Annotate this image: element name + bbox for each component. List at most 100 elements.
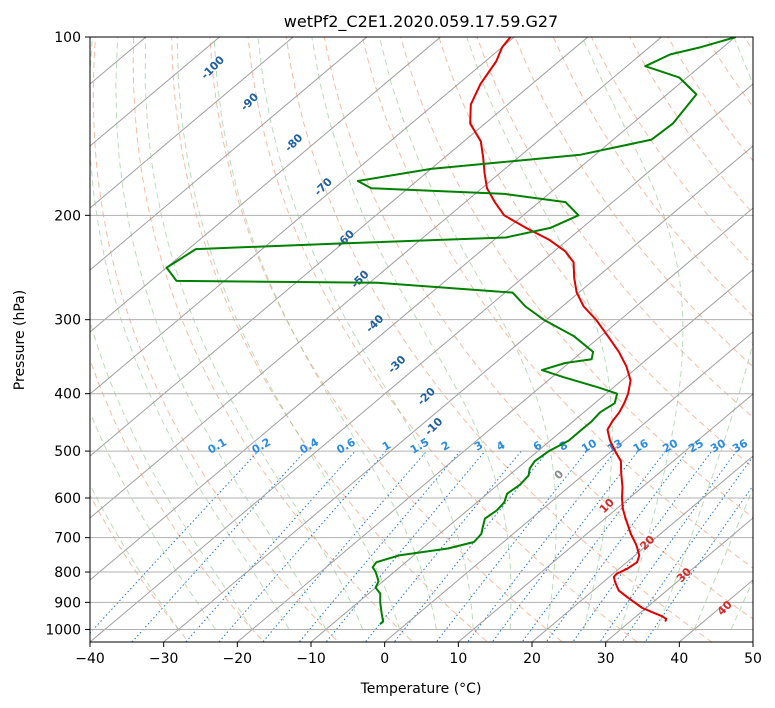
isotherm (162, 145, 753, 642)
mixing-ratio-label: 20 (660, 436, 680, 455)
moist-adiabat (90, 37, 290, 630)
dry-adiabat-label: -70 (312, 175, 335, 198)
isotherm (90, 37, 736, 581)
mixing-ratio-label: 0.6 (334, 435, 358, 456)
dry-adiabat-label: -10 (422, 415, 445, 438)
moist-adiabat (693, 487, 753, 630)
x-tick-label: 40 (670, 651, 688, 667)
x-tick-label: 10 (449, 651, 467, 667)
dry-adiabat-label: -20 (415, 385, 438, 408)
moist-adiabat (581, 37, 684, 630)
x-tick-label: −20 (223, 651, 253, 667)
isotherm (90, 37, 663, 519)
x-tick-label: −10 (296, 651, 326, 667)
moist-adiabat-label: 10 (597, 496, 617, 516)
isotherm (90, 37, 442, 333)
moist-adiabat (378, 37, 557, 630)
plot-frame (89, 36, 754, 643)
isotherm (457, 393, 753, 642)
dry-adiabat (90, 358, 265, 642)
dry-adiabat (705, 37, 753, 108)
dry-adiabat-label: -40 (363, 312, 386, 335)
x-tick-label: −30 (149, 651, 179, 667)
dry-adiabat-label: -90 (238, 90, 261, 113)
mixing-ratio-line (298, 450, 461, 642)
dry-adiabat (247, 37, 638, 642)
dry-adiabat (667, 37, 753, 162)
x-tick-label: −40 (75, 651, 105, 667)
isotherm (236, 207, 753, 642)
isotherm (90, 37, 221, 147)
moist-adiabat (115, 37, 327, 630)
mixing-ratio-line (325, 450, 486, 642)
temperature-profile-line (469, 37, 668, 622)
moist-adiabat (90, 483, 180, 630)
moist-adiabat (90, 410, 216, 630)
dry-adiabat-label: -50 (348, 268, 371, 291)
y-tick-label: 1000 (45, 622, 81, 638)
y-tick-label: 600 (54, 491, 81, 507)
isotherm (531, 455, 753, 642)
x-tick-label: 50 (744, 651, 762, 667)
moist-adiabat (730, 579, 753, 630)
isotherm (90, 37, 589, 457)
dry-adiabat (90, 494, 190, 642)
y-tick-label: 700 (54, 531, 81, 547)
y-axis-title: Pressure (hPa) (12, 290, 28, 390)
moist-adiabat-label: 40 (715, 598, 735, 618)
x-axis-title: Temperature (°C) (360, 681, 482, 697)
dry-adiabat (590, 37, 753, 267)
mixing-ratio-label: 16 (631, 436, 651, 455)
x-tick-label: 0 (380, 651, 389, 667)
dewpoint-profile-line (165, 37, 737, 625)
isotherm (90, 37, 294, 209)
dry-adiabat-label: -60 (334, 227, 357, 250)
dry-adiabat (400, 37, 753, 519)
mixing-ratio-line (521, 450, 666, 642)
moist-adiabat (144, 37, 364, 630)
moist-adiabat (213, 37, 437, 630)
mixing-ratio-label: 25 (686, 437, 706, 456)
dry-adiabat (743, 37, 753, 52)
y-tick-label: 900 (54, 595, 81, 611)
dry-adiabat (285, 37, 713, 642)
y-tick-label: 400 (54, 387, 81, 403)
moist-adiabat (466, 37, 613, 630)
moist-adiabat (311, 37, 512, 630)
dry-adiabat (209, 37, 564, 642)
moist-adiabat (90, 319, 253, 630)
mixing-ratio-line (131, 450, 306, 642)
mixing-ratio-label: 1.5 (408, 436, 431, 457)
x-tick-label: 20 (523, 651, 541, 667)
mixing-ratio-line (644, 484, 753, 642)
isotherm (90, 37, 368, 271)
chart-title: wetPf2_C2E1.2020.059.17.59.G27 (284, 12, 558, 32)
moist-adiabat-label: 20 (637, 533, 657, 553)
y-tick-label: 300 (54, 313, 81, 329)
dry-adiabat (476, 37, 753, 418)
dry-adiabat (362, 37, 753, 569)
y-tick-label: 100 (54, 30, 81, 46)
mixing-ratio-label: 10 (579, 436, 599, 455)
moist-adiabat (656, 37, 753, 630)
isotherm (604, 517, 753, 642)
y-tick-label: 500 (54, 444, 81, 460)
mixing-ratio-line (262, 450, 427, 642)
mixing-ratio-line (435, 450, 588, 642)
isotherm (90, 83, 753, 642)
x-tick-label: 30 (597, 651, 615, 667)
dry-adiabat-label: -80 (282, 131, 305, 154)
isotherm (310, 269, 753, 642)
moist-adiabat (176, 37, 401, 630)
isotherm (383, 331, 753, 642)
mixing-ratio-line (185, 450, 356, 642)
y-tick-label: 800 (54, 565, 81, 581)
y-tick-label: 200 (54, 208, 81, 224)
mixing-ratio-label: 0.1 (205, 436, 228, 457)
moist-adiabat (257, 37, 474, 630)
mixing-ratio-line (466, 450, 616, 642)
isotherm (90, 37, 515, 395)
dry-adiabat-label: -30 (385, 353, 408, 376)
dry-adiabat (323, 37, 753, 620)
